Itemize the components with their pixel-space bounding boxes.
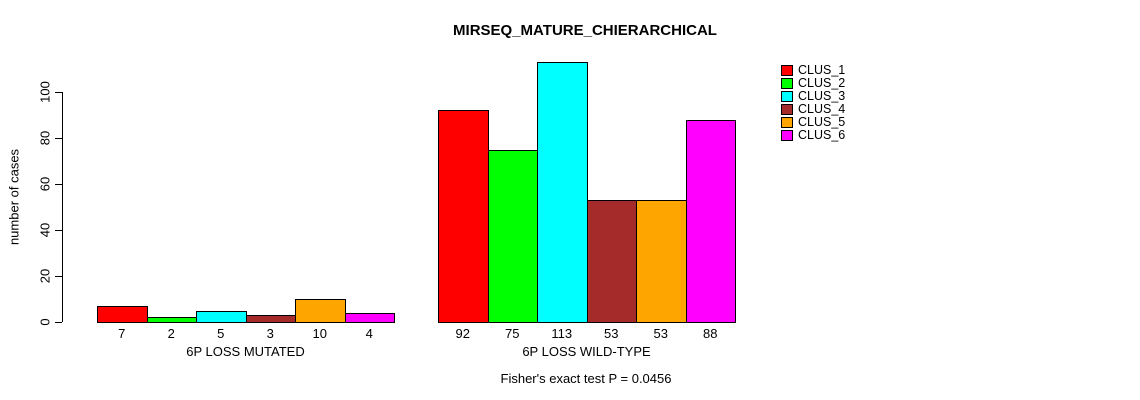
fisher-test-annotation: Fisher's exact test P = 0.0456: [500, 371, 672, 386]
chart-title: MIRSEQ_MATURE_CHIERARCHICAL: [453, 22, 717, 39]
bar-value-label: 5: [217, 326, 225, 341]
y-axis-tick-label: 40: [37, 222, 53, 238]
legend-label: CLUS_1: [798, 63, 846, 77]
y-axis-tick-label: 0: [37, 318, 53, 326]
bar-clus_2-mutated: [146, 317, 197, 323]
bar-clus_1-mutated: [97, 305, 148, 323]
bar-value-label: 3: [266, 326, 274, 341]
x-axis-group-label-wildtype: 6P LOSS WILD-TYPE: [522, 344, 651, 359]
legend-swatch: [781, 65, 793, 76]
y-axis-tick-label: 60: [37, 176, 53, 192]
legend-item-clus_2: CLUS_2: [781, 77, 845, 90]
y-axis-tick: [55, 230, 62, 231]
bar-value-label: 88: [703, 326, 718, 341]
legend-label: CLUS_3: [798, 89, 846, 103]
x-axis-group-label-mutated: 6P LOSS MUTATED: [186, 344, 305, 359]
bar-clus_3-wildtype: [537, 62, 588, 323]
legend-swatch: [781, 117, 793, 128]
bar-value-label: 113: [551, 326, 573, 341]
bar-clus_3-mutated: [196, 310, 247, 323]
legend-swatch: [781, 104, 793, 115]
bar-value-label: 53: [653, 326, 668, 341]
bar-value-label: 75: [505, 326, 520, 341]
y-axis-tick: [55, 92, 62, 93]
bar-value-label: 7: [118, 326, 126, 341]
legend-label: CLUS_5: [798, 115, 846, 129]
bar-clus_4-wildtype: [586, 200, 637, 323]
bar-clus_6-mutated: [344, 312, 395, 323]
legend-item-clus_1: CLUS_1: [781, 64, 845, 77]
legend-swatch: [781, 130, 793, 141]
y-axis-tick-label: 80: [37, 130, 53, 146]
legend-label: CLUS_2: [798, 76, 846, 90]
legend-swatch: [781, 78, 793, 89]
legend-item-clus_6: CLUS_6: [781, 129, 845, 142]
legend-label: CLUS_4: [798, 102, 846, 116]
bar-clus_2-wildtype: [487, 149, 538, 323]
y-axis-tick: [55, 322, 62, 323]
y-axis-label: number of cases: [6, 148, 22, 246]
legend: CLUS_1 CLUS_2 CLUS_3 CLUS_4 CLUS_5 CLUS_6: [781, 64, 845, 142]
legend-item-clus_5: CLUS_5: [781, 116, 845, 129]
y-axis-tick: [55, 276, 62, 277]
bar-clus_5-mutated: [295, 299, 346, 323]
y-axis-tick: [55, 138, 62, 139]
bar-value-label: 92: [455, 326, 470, 341]
y-axis-line: [62, 92, 63, 322]
bar-clus_6-wildtype: [685, 119, 736, 323]
y-axis-tick-label: 20: [37, 268, 53, 284]
bar-value-label: 53: [604, 326, 619, 341]
bar-value-label: 4: [365, 326, 373, 341]
y-axis-tick-label: 100: [37, 81, 53, 103]
bar-clus_4-mutated: [245, 315, 296, 323]
legend-item-clus_4: CLUS_4: [781, 103, 845, 116]
legend-swatch: [781, 91, 793, 102]
bar-value-label: 10: [312, 326, 327, 341]
bar-value-label: 2: [167, 326, 175, 341]
bar-clus_5-wildtype: [636, 200, 687, 323]
y-axis-tick: [55, 184, 62, 185]
bar-clus_1-wildtype: [438, 110, 489, 323]
legend-label: CLUS_6: [798, 128, 846, 142]
legend-item-clus_3: CLUS_3: [781, 90, 845, 103]
